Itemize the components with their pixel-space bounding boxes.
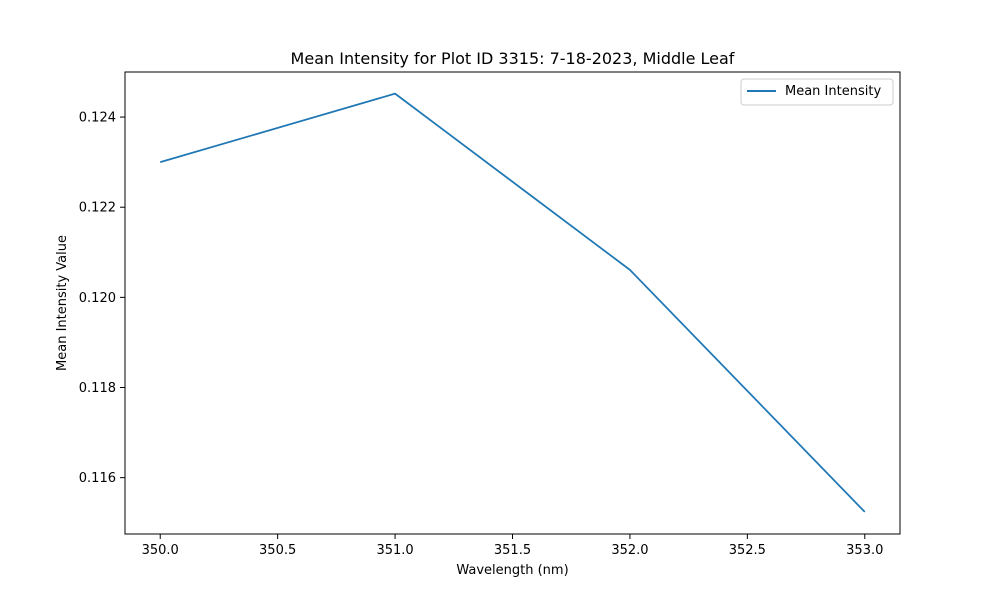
legend: Mean Intensity <box>740 78 894 106</box>
y-tick-label: 0.124 <box>79 111 116 126</box>
x-tick-label: 353.0 <box>846 543 883 558</box>
x-tick-label: 352.5 <box>729 543 766 558</box>
x-tick-label: 352.0 <box>611 543 648 558</box>
series-line <box>159 92 866 513</box>
plot-area <box>124 71 901 535</box>
plot-frame <box>124 71 901 535</box>
y-axis: 0.116 0.118 0.120 0.122 0.124 <box>79 111 125 486</box>
chart-title: Mean Intensity for Plot ID 3315: 7-18-20… <box>291 49 735 68</box>
legend-box <box>740 78 894 106</box>
x-tick-label: 350.5 <box>259 543 296 558</box>
x-tick-label: 350.0 <box>142 543 179 558</box>
y-axis-label: Mean Intensity Value <box>55 235 70 371</box>
y-tick-label: 0.116 <box>79 471 116 486</box>
x-axis: 350.0 350.5 351.0 351.5 352.0 352.5 353.0 <box>142 534 883 558</box>
legend-label: Mean Intensity <box>785 84 881 99</box>
x-tick-label: 351.0 <box>376 543 413 558</box>
y-tick-label: 0.120 <box>79 291 116 306</box>
x-axis-label: Wavelength (nm) <box>456 563 568 578</box>
y-tick-label: 0.118 <box>79 381 116 396</box>
y-tick-label: 0.122 <box>79 201 116 216</box>
x-tick-label: 351.5 <box>494 543 531 558</box>
series-layer <box>159 92 866 513</box>
